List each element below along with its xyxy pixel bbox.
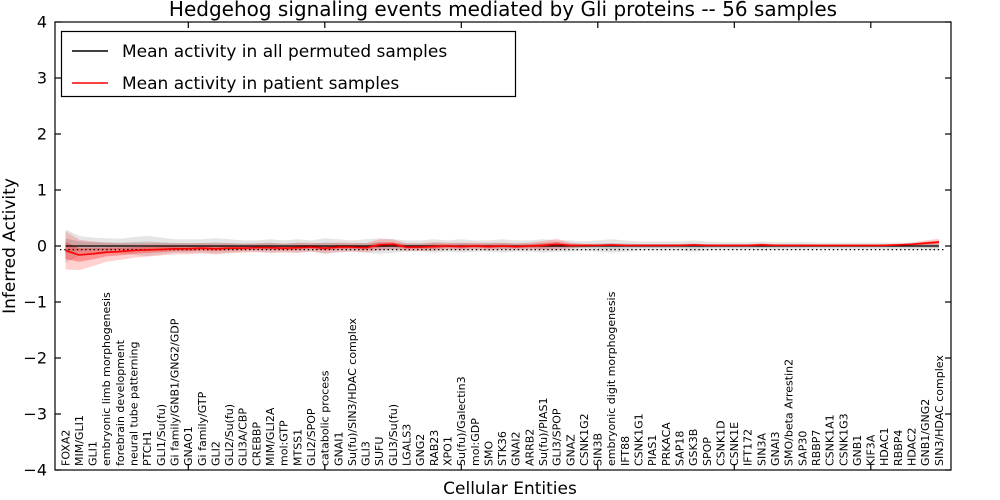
x-tick-label: mol:GTP — [278, 420, 291, 466]
chart-title: Hedgehog signaling events mediated by Gl… — [169, 0, 837, 21]
x-tick-label: IFT172 — [742, 429, 755, 466]
x-tick-label: PIAS1 — [646, 435, 659, 466]
x-tick-label: SUFU — [373, 437, 386, 466]
x-tick-label: CSNK1G1 — [633, 413, 646, 466]
x-tick-label: neural tube patterning — [128, 342, 141, 467]
x-tick-label: GLI3/Su(fu) — [387, 404, 400, 466]
x-tick-label: SIN3B — [592, 433, 605, 466]
x-tick-label: ARRB2 — [523, 429, 536, 466]
x-tick-label: CSNK1A1 — [824, 414, 837, 466]
x-tick-label: GLI1/Su(fu) — [155, 404, 168, 466]
x-tick-label: RBBP4 — [892, 430, 905, 466]
y-tick-label: 1 — [37, 181, 47, 200]
x-tick-label: SIN3/HDAC complex — [933, 355, 946, 466]
y-tick-label: −2 — [23, 349, 47, 368]
legend: Mean activity in all permuted samples Me… — [60, 30, 517, 98]
x-tick-label: mol:GDP — [469, 418, 482, 466]
x-tick-label: GNAO1 — [182, 426, 195, 466]
x-tick-label: KIF3A — [865, 434, 878, 466]
y-tick-label: 2 — [37, 125, 47, 144]
patient-mean-line — [65, 241, 940, 256]
x-tick-label: SPOP — [701, 437, 714, 466]
x-tick-label: HDAC2 — [906, 427, 919, 466]
x-tick-label: SMO/beta Arrestin2 — [783, 359, 796, 466]
x-tick-label: XPO1 — [442, 436, 455, 466]
legend-box — [60, 30, 517, 98]
x-tick-label: MTSS1 — [291, 429, 304, 466]
x-tick-label: GLI3/SPOP — [551, 408, 564, 466]
x-tick-label: GNB1 — [851, 435, 864, 466]
x-tick-label: GLI3A/CBP — [237, 408, 250, 466]
x-tick-label: Su(fu)/PIAS1 — [537, 398, 550, 466]
x-tick-label: SMO — [482, 441, 495, 466]
std-band — [65, 231, 939, 271]
plot-content: FOXA2 MIM/GLI1 GLI1 embryonic limb morphoge… — [59, 229, 946, 466]
y-tick-label: −3 — [23, 405, 47, 424]
x-tick-label: GLI1 — [87, 441, 100, 466]
x-tick-label: Su(fu)/Galectin3 — [455, 376, 468, 466]
x-tick-label: PRKACA — [660, 422, 673, 466]
y-tick-label: 0 — [37, 237, 47, 256]
x-tick-label: embryonic digit morphogenesis — [605, 291, 618, 466]
y-tick-label: 3 — [37, 69, 47, 88]
x-tick-label: HDAC1 — [878, 427, 891, 466]
x-tick-label: forebrain development — [114, 339, 127, 466]
x-tick-label: RAB23 — [428, 430, 441, 466]
x-tick-label: LGALS3 — [401, 424, 414, 466]
x-tick-label: GNAI1 — [332, 431, 345, 466]
y-axis-label: Inferred Activity — [0, 178, 20, 314]
tick-marks — [55, 21, 951, 471]
x-tick-label: CREBBP — [250, 422, 263, 466]
legend-label-permuted: Mean activity in all permuted samples — [122, 42, 447, 62]
x-tick-label: GNG2 — [414, 434, 427, 466]
x-tick-label: GSK3B — [687, 429, 700, 466]
x-tick-label: CSNK1G2 — [578, 413, 591, 466]
x-tick-label: RBBP7 — [810, 430, 823, 466]
x-tick-label: CSNK1G3 — [837, 413, 850, 466]
x-tick-label: SAP30 — [796, 431, 809, 466]
legend-label-patient: Mean activity in patient samples — [122, 74, 399, 94]
x-tick-label: CSNK1E — [728, 422, 741, 466]
x-tick-label: GNAI3 — [769, 431, 782, 466]
x-tick-label: SAP18 — [674, 431, 687, 466]
y-tick-labels: 4 3 2 1 0 −1 −2 −3 −4 — [23, 13, 47, 480]
x-tick-label: MIM/GLI2A — [264, 407, 277, 466]
x-tick-label: STK36 — [496, 431, 509, 466]
x-tick-label: GLI2/SPOP — [305, 408, 318, 466]
y-tick-label: −1 — [23, 293, 47, 312]
x-tick-label: FOXA2 — [59, 430, 72, 466]
x-tick-label: GNB1/GNG2 — [919, 399, 932, 466]
x-tick-label: MIM/GLI1 — [73, 415, 86, 466]
x-tick-label: GLI3 — [360, 441, 373, 466]
x-tick-label: GLI2/Su(fu) — [223, 404, 236, 466]
x-tick-label: GNAI2 — [510, 431, 523, 466]
x-tick-label: GNAZ — [564, 434, 577, 466]
x-tick-label: Gi family/GNB1/GNG2/GDP — [169, 318, 182, 466]
x-tick-label: CSNK1D — [714, 420, 727, 466]
x-tick-label: PTCH1 — [141, 430, 154, 466]
x-tick-label: SIN3A — [755, 433, 768, 466]
y-tick-label: −4 — [23, 461, 47, 480]
x-axis-label: Cellular Entities — [443, 479, 577, 499]
x-tick-label: catabolic process — [319, 370, 332, 466]
y-tick-label: 4 — [37, 13, 47, 32]
x-tick-label: IFT88 — [619, 436, 632, 466]
x-tick-label: GLI2 — [209, 441, 222, 466]
x-tick-label: Gi family/GTP — [196, 391, 209, 466]
x-tick-label: Su(fu)/SIN3/HDAC complex — [346, 318, 359, 466]
x-tick-label: embryonic limb morphogenesis — [100, 292, 113, 466]
